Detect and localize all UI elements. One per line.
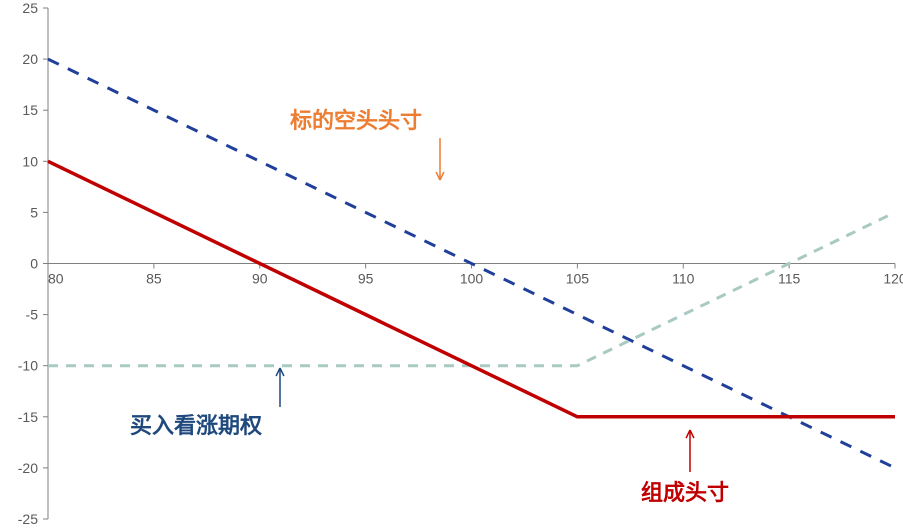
payoff-chart: -25 -20 -15 -10 -5 0 5 10 15 20 25 80 85 90 95 100 105 11… — [0, 0, 903, 527]
x-tick-label: 105 — [566, 271, 590, 287]
y-tick-label: 0 — [30, 256, 38, 272]
y-tick-label: -15 — [18, 409, 38, 425]
x-tick-label: 120 — [883, 271, 903, 287]
annotation-ann_short: 标的空头头寸 — [290, 110, 422, 132]
annotation-ann_call: 买入看涨期权 — [130, 415, 262, 437]
y-tick-label: 20 — [22, 51, 38, 67]
y-tick-label: 25 — [22, 0, 38, 16]
annotation-ann_combined: 组成头寸 — [641, 482, 729, 504]
x-tick-label: 100 — [460, 271, 484, 287]
x-tick-label: 115 — [778, 271, 801, 287]
x-tick-label: 80 — [48, 271, 64, 287]
y-tick-label: -25 — [18, 511, 38, 527]
x-tick-label: 90 — [252, 271, 268, 287]
y-tick-label: -5 — [26, 307, 39, 323]
x-tick-label: 95 — [358, 271, 374, 287]
chart-canvas: -25 -20 -15 -10 -5 0 5 10 15 20 25 80 85 90 95 100 105 11… — [0, 0, 903, 527]
y-tick-label: 5 — [30, 204, 38, 220]
x-tick-label: 110 — [672, 271, 695, 287]
y-tick-label: 15 — [22, 102, 38, 118]
x-tick-label: 85 — [146, 271, 162, 287]
y-tick-label: 10 — [22, 153, 38, 169]
y-tick-label: -10 — [18, 358, 38, 374]
y-tick-label: -20 — [18, 460, 38, 476]
